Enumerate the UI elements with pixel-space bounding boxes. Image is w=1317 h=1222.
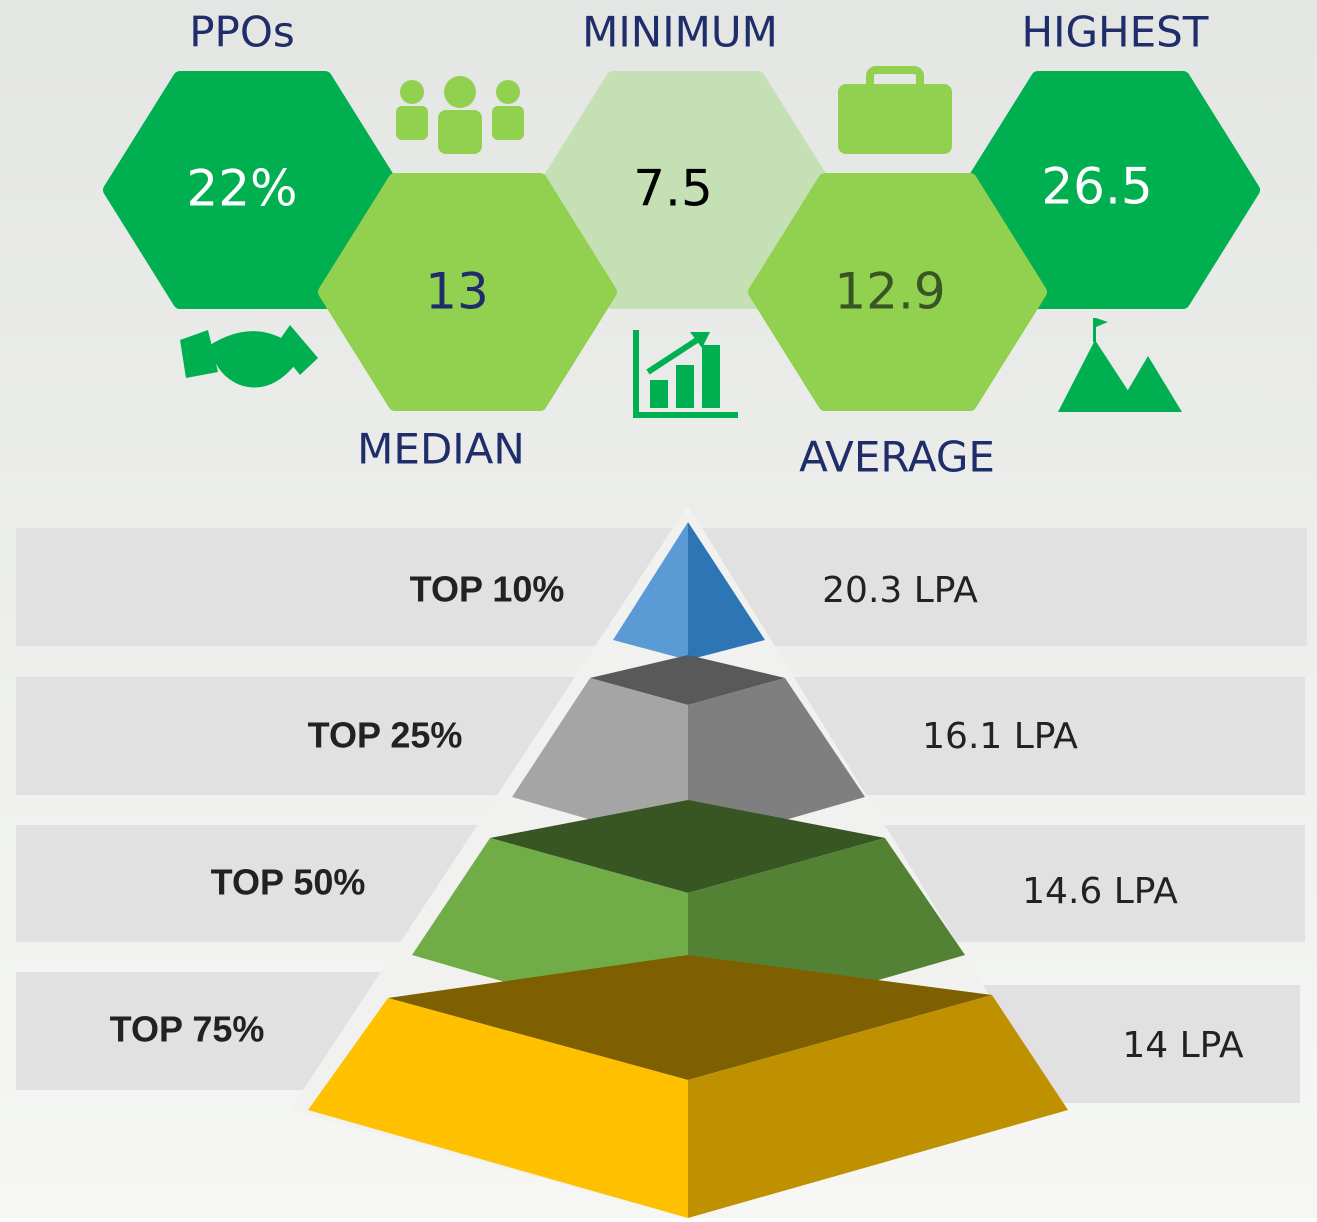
icon-mountains: [1058, 318, 1182, 412]
stat-label: PPOs: [189, 8, 295, 57]
icon-people: [396, 76, 524, 154]
icon-briefcase: [838, 66, 952, 154]
stat-label: MEDIAN: [357, 425, 525, 474]
tier-label: TOP 10%: [410, 569, 565, 610]
stat-value: 22%: [186, 160, 297, 218]
stat-label: HIGHEST: [1022, 8, 1209, 57]
icon-handshake: [180, 325, 318, 388]
pyramid: [308, 522, 1068, 1218]
hexagons: [103, 71, 1260, 411]
hex-average: [748, 173, 1047, 411]
tier-value: 14.6 LPA: [1022, 871, 1178, 912]
tier-value: 14 LPA: [1122, 1025, 1244, 1066]
stat-value: 7.5: [633, 160, 713, 218]
icon-bar-chart: [633, 330, 738, 418]
stat-value: 12.9: [834, 263, 945, 321]
hex-median: [318, 173, 617, 411]
stat-label: AVERAGE: [799, 433, 995, 482]
tier-label: TOP 75%: [110, 1009, 265, 1050]
tier-label: TOP 50%: [211, 862, 366, 903]
stat-label: MINIMUM: [582, 8, 778, 57]
tier-value: 20.3 LPA: [822, 570, 978, 611]
stat-value: 13: [425, 263, 489, 321]
stat-value: 26.5: [1041, 158, 1152, 216]
tier-value: 16.1 LPA: [922, 716, 1078, 757]
tier-label: TOP 25%: [308, 715, 463, 756]
